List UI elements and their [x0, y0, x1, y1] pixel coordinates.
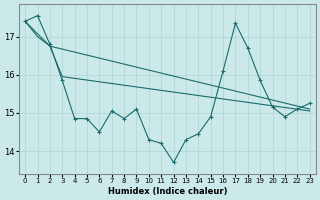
X-axis label: Humidex (Indice chaleur): Humidex (Indice chaleur) — [108, 187, 227, 196]
